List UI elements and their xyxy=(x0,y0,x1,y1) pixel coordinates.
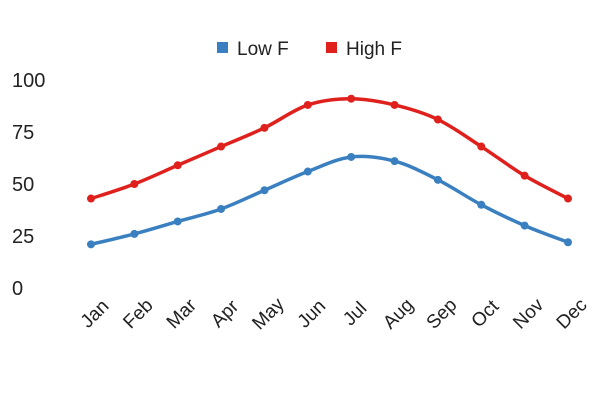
x-tick-label: Oct xyxy=(468,296,504,332)
data-point-1-2 xyxy=(173,161,182,170)
x-tick-label: Jun xyxy=(294,296,331,333)
y-axis: 0 25 50 75 100 xyxy=(12,70,45,300)
data-point-0-4 xyxy=(260,186,269,195)
y-tick-label: 25 xyxy=(12,226,34,248)
data-point-0-0 xyxy=(87,240,95,249)
x-axis: Jan Feb Mar Apr May Jun Jul Aug Sep Oct Nov Dec xyxy=(77,294,592,335)
x-tick-label: Sep xyxy=(423,295,462,334)
x-tick-label: Apr xyxy=(207,296,243,332)
x-tick-label: Feb xyxy=(119,295,157,333)
data-point-0-2 xyxy=(173,217,182,226)
x-tick-label: Nov xyxy=(509,294,548,333)
data-point-1-1 xyxy=(130,180,139,188)
data-point-0-6 xyxy=(347,152,356,161)
data-point-1-5 xyxy=(303,100,312,109)
x-tick-label: Aug xyxy=(379,295,418,334)
x-tick-label: Jan xyxy=(77,296,114,333)
data-point-1-4 xyxy=(260,123,269,132)
series-layer xyxy=(87,94,572,249)
data-point-1-0 xyxy=(87,194,95,203)
series-line-1 xyxy=(89,96,570,201)
data-point-1-8 xyxy=(433,115,442,124)
legend-swatch-low xyxy=(217,42,228,53)
data-point-0-5 xyxy=(303,167,312,176)
data-point-1-11 xyxy=(564,194,572,203)
x-tick-label: Jul xyxy=(339,298,371,330)
legend: Low F High F xyxy=(217,39,402,60)
data-point-0-9 xyxy=(477,200,486,209)
data-point-0-10 xyxy=(520,221,529,230)
series-line-0 xyxy=(89,154,570,247)
legend-label-low: Low F xyxy=(237,39,289,60)
x-tick-label: May xyxy=(248,294,289,335)
legend-swatch-high xyxy=(326,42,337,53)
data-point-0-7 xyxy=(390,157,399,166)
data-point-1-7 xyxy=(390,100,399,109)
y-tick-label: 50 xyxy=(12,174,34,196)
data-point-0-8 xyxy=(433,175,442,184)
data-point-0-1 xyxy=(130,229,139,238)
data-point-0-11 xyxy=(564,238,572,247)
data-point-1-6 xyxy=(347,94,356,103)
x-tick-label: Dec xyxy=(553,295,592,334)
data-point-1-3 xyxy=(217,142,226,151)
legend-label-high: High F xyxy=(346,39,402,60)
y-tick-label: 100 xyxy=(12,70,45,92)
data-point-1-9 xyxy=(477,142,486,151)
data-point-0-3 xyxy=(217,204,226,213)
data-point-1-10 xyxy=(520,171,529,180)
x-tick-label: Mar xyxy=(163,295,201,333)
y-tick-label: 0 xyxy=(12,278,23,300)
y-tick-label: 75 xyxy=(12,122,34,144)
